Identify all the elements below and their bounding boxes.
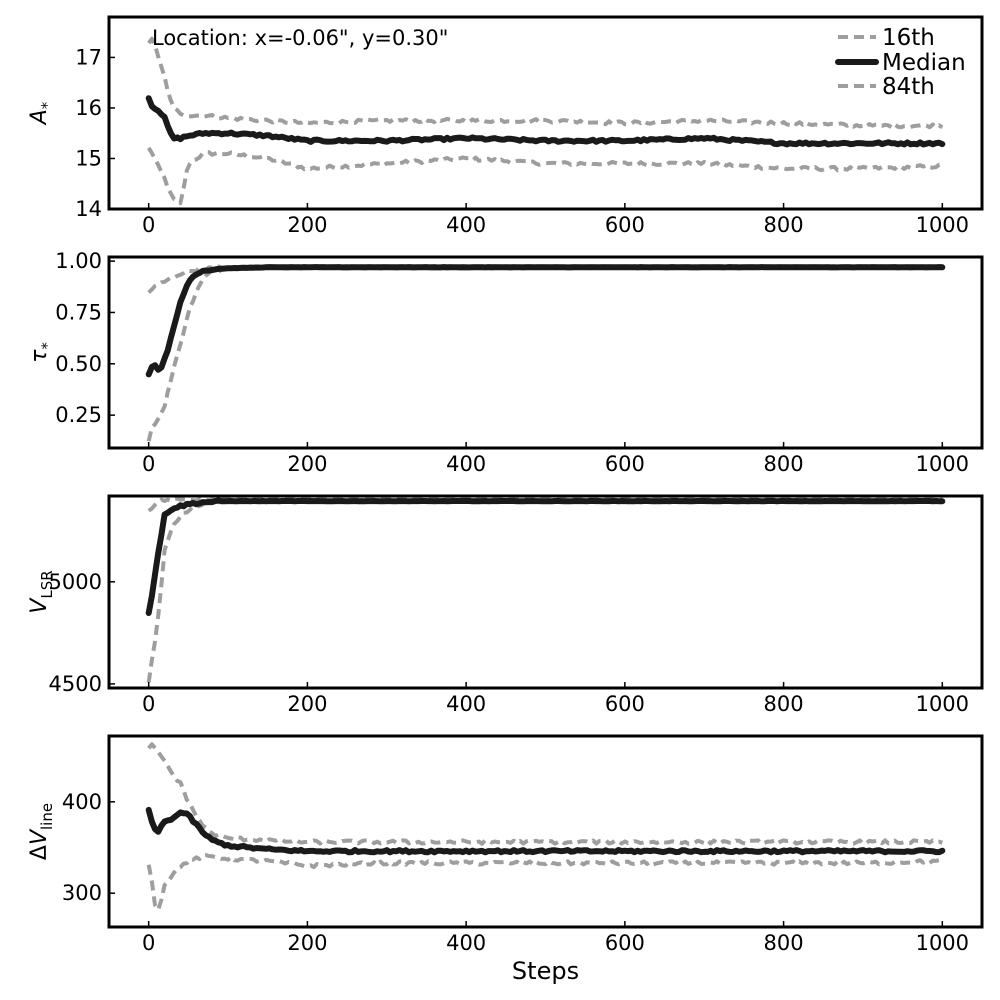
location-annotation: Location: x=-0.06", y=0.30" (152, 26, 448, 50)
x-tick-label: 800 (764, 931, 804, 955)
y-axis-label: τ* (27, 342, 56, 363)
series-median-line (145, 806, 946, 856)
x-tick-label: 600 (605, 692, 645, 716)
series-p16-line (146, 498, 943, 683)
y-tick-label: 300 (62, 881, 102, 905)
series-p84-line (147, 36, 944, 130)
y-tick-label: 16 (75, 96, 102, 120)
y-tick-label: 0.50 (55, 352, 102, 376)
plot-frame (107, 255, 984, 450)
x-tick-label: 0 (142, 213, 155, 237)
y-tick-label: 15 (75, 146, 102, 170)
legend-label: 84th (882, 74, 935, 100)
x-tick-label: 400 (446, 452, 486, 476)
series-median-line (145, 497, 946, 616)
plot-frame (107, 734, 984, 929)
x-tick-label: 800 (764, 452, 804, 476)
panel-2: 0 200 400 600 800 1000 0.25 0.50 0.75 1.00 τ* (27, 249, 984, 476)
y-tick-label: 5000 (49, 570, 102, 594)
x-tick-label: 1000 (916, 931, 969, 955)
y-tick-label: 4500 (49, 672, 102, 696)
x-tick-label: 1000 (916, 452, 969, 476)
x-axis-label: Steps (512, 957, 579, 985)
y-tick-label: 1.00 (55, 249, 102, 273)
series-p84-line (147, 742, 943, 846)
plot-frame (107, 494, 984, 690)
x-tick-label: 800 (764, 213, 804, 237)
legend-label: Median (882, 50, 966, 76)
x-tick-label: 400 (446, 213, 486, 237)
series-median-line (145, 95, 946, 148)
x-tick-label: 200 (287, 213, 327, 237)
x-tick-label: 200 (287, 931, 327, 955)
x-tick-label: 600 (605, 452, 645, 476)
series-p16-line (146, 265, 943, 442)
x-tick-label: 0 (142, 452, 155, 476)
y-tick-label: 17 (75, 45, 102, 69)
series-median-line (145, 264, 946, 378)
legend-label: 16th (882, 25, 935, 51)
series-p16-line (146, 853, 943, 912)
x-tick-label: 1000 (916, 213, 969, 237)
x-tick-label: 400 (446, 692, 486, 716)
y-axis-label: A* (27, 101, 56, 126)
plot-frame (107, 15, 984, 211)
x-tick-label: 600 (605, 931, 645, 955)
series-p16-line (146, 146, 943, 206)
x-tick-label: 1000 (916, 692, 969, 716)
x-tick-label: 0 (142, 692, 155, 716)
panel-1: 0 200 400 600 800 1000 14 15 16 17 A* (27, 15, 984, 237)
y-tick-label: 400 (62, 790, 102, 814)
y-tick-label: 0.25 (55, 403, 102, 427)
x-tick-label: 800 (764, 692, 804, 716)
y-axis-label: VLSR (27, 570, 56, 613)
y-axis-label: ΔVline (27, 803, 56, 860)
y-tick-label: 14 (75, 197, 102, 221)
x-tick-label: 0 (142, 931, 155, 955)
x-tick-label: 400 (446, 931, 486, 955)
x-tick-label: 200 (287, 692, 327, 716)
x-tick-label: 200 (287, 452, 327, 476)
y-tick-label: 0.75 (55, 300, 102, 324)
x-tick-label: 600 (605, 213, 645, 237)
